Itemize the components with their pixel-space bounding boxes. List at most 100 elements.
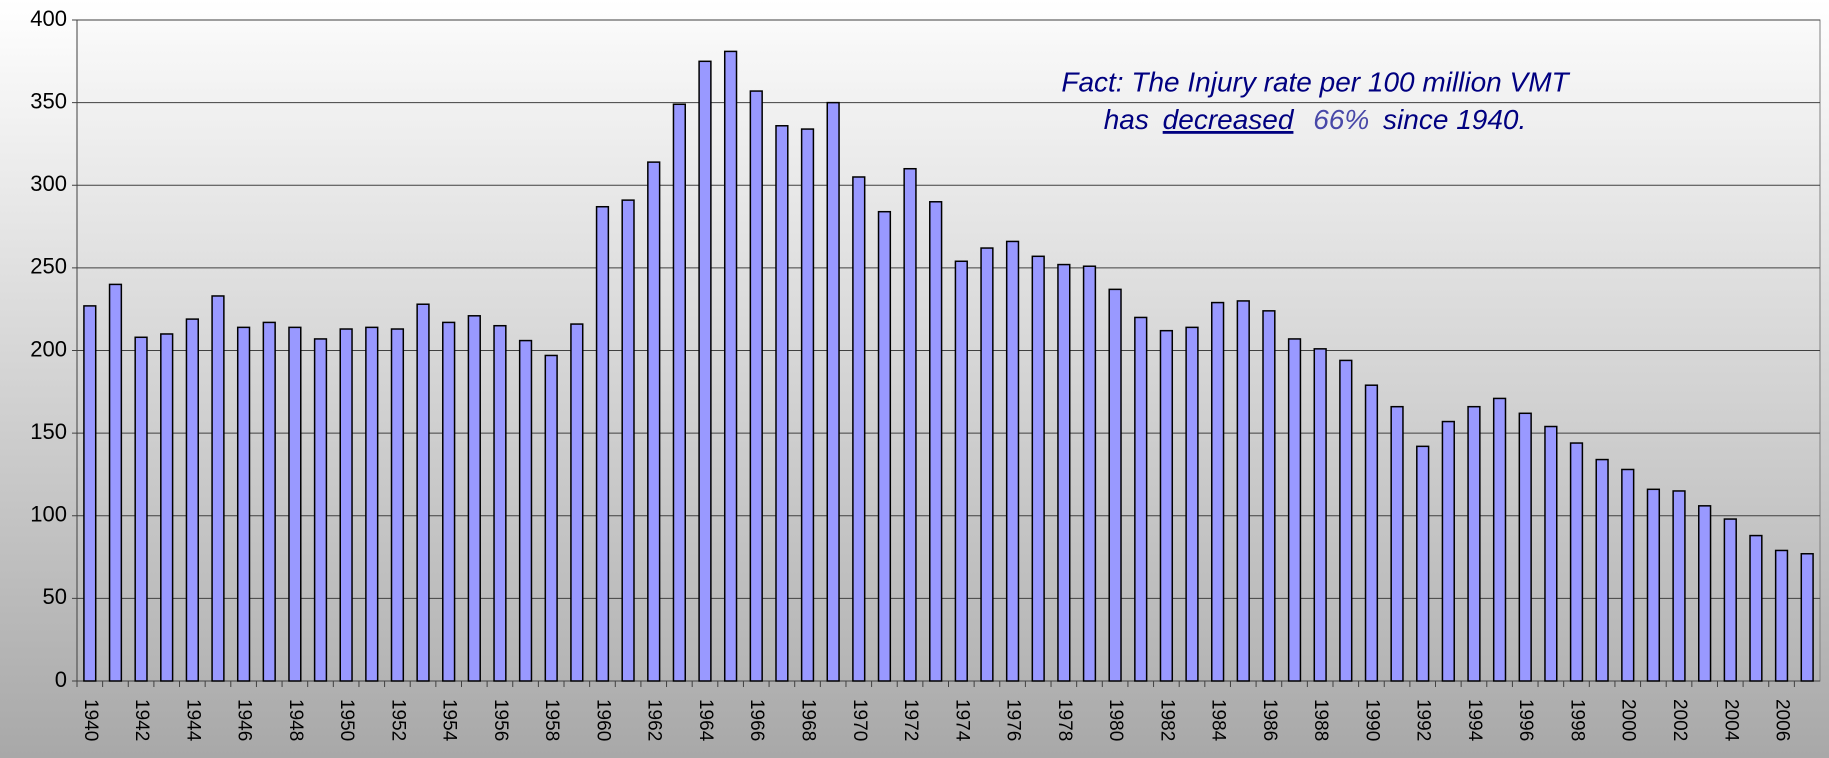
x-tick-label: 1998 — [1566, 699, 1587, 741]
bar — [980, 247, 994, 682]
x-tick-label: 2006 — [1772, 699, 1793, 741]
x-tick-label: 1946 — [234, 699, 255, 741]
x-tick-label: 2002 — [1669, 699, 1690, 741]
bar — [1057, 263, 1071, 682]
x-tick-label: 1970 — [849, 699, 870, 741]
bar — [1031, 255, 1045, 682]
x-tick-label: 1982 — [1156, 699, 1177, 741]
x-tick-label: 1978 — [1054, 699, 1075, 741]
bar — [1774, 549, 1789, 682]
x-tick-label: 1950 — [336, 699, 357, 741]
x-tick-label: 1966 — [746, 699, 767, 741]
bar — [134, 336, 148, 682]
bar — [160, 333, 174, 682]
bar — [1441, 420, 1455, 682]
bar — [1569, 442, 1584, 682]
bar — [288, 326, 302, 682]
y-tick-label: 250 — [30, 254, 67, 279]
bar — [826, 101, 840, 682]
x-tick-label: 1972 — [900, 699, 921, 741]
bar — [1544, 425, 1558, 682]
bar — [1082, 265, 1097, 682]
x-tick-label: 1964 — [695, 699, 716, 742]
bar — [1492, 397, 1507, 682]
x-tick-label: 1944 — [182, 699, 203, 742]
x-tick-label: 1986 — [1259, 699, 1280, 741]
x-tick-label: 1952 — [387, 699, 408, 741]
bar — [1262, 310, 1276, 682]
y-tick-label: 300 — [30, 171, 67, 196]
bar — [749, 90, 763, 682]
bar — [1698, 505, 1712, 682]
y-tick-label: 200 — [30, 336, 67, 361]
bar — [544, 354, 558, 682]
bar — [647, 161, 661, 682]
x-tick-label: 1996 — [1515, 699, 1536, 741]
x-tick-label: 1994 — [1464, 699, 1485, 742]
bar — [1749, 534, 1763, 682]
bar — [1390, 405, 1404, 682]
bar — [390, 328, 405, 682]
bar — [493, 324, 507, 682]
bar — [954, 260, 968, 682]
bar — [313, 338, 328, 682]
bar — [1108, 288, 1122, 682]
x-tick-label: 1962 — [644, 699, 665, 741]
bar — [621, 199, 635, 682]
annotation-line: has decreased 66% since 1940. — [1104, 104, 1527, 135]
x-tick-label: 2004 — [1720, 699, 1741, 742]
bar — [570, 323, 584, 682]
x-tick-label: 1954 — [439, 699, 460, 742]
bar — [852, 176, 866, 682]
x-tick-label: 1960 — [592, 699, 613, 741]
annotation-line: Fact: The Injury rate per 100 million VM… — [1061, 66, 1570, 97]
y-tick-label: 100 — [30, 502, 67, 527]
y-tick-label: 50 — [43, 584, 67, 609]
bar — [1518, 412, 1532, 682]
x-tick-label: 1980 — [1105, 699, 1126, 741]
x-tick-label: 1988 — [1310, 699, 1331, 741]
y-tick-label: 0 — [55, 667, 67, 692]
bar — [698, 60, 712, 682]
bar — [185, 318, 199, 682]
bar — [236, 326, 251, 682]
bar — [903, 167, 917, 682]
y-tick-label: 400 — [30, 6, 67, 31]
bar — [672, 103, 687, 682]
bar — [1210, 301, 1225, 682]
x-tick-label: 1968 — [798, 699, 819, 741]
x-tick-label: 1942 — [131, 699, 152, 741]
bar — [108, 283, 123, 682]
bar — [442, 321, 456, 682]
bar — [1236, 300, 1250, 682]
annotation-part: since 1940. — [1383, 104, 1526, 135]
bar — [723, 50, 738, 682]
bar — [1595, 458, 1609, 682]
x-tick-label: 1976 — [1003, 699, 1024, 741]
bar — [1800, 553, 1814, 682]
bar — [1467, 405, 1481, 682]
bar — [1646, 488, 1661, 682]
bar — [1364, 384, 1379, 682]
bar — [877, 210, 892, 682]
bar — [467, 315, 481, 682]
x-tick-label: 1940 — [80, 699, 101, 741]
bar — [1287, 338, 1302, 682]
bar — [339, 328, 353, 682]
bar — [1185, 326, 1199, 682]
bar — [1339, 359, 1353, 682]
x-tick-label: 1984 — [1208, 699, 1229, 742]
annotation-part: 66% — [1313, 104, 1369, 135]
bar — [1723, 518, 1737, 682]
bar — [365, 326, 379, 682]
x-tick-label: 2000 — [1618, 699, 1639, 741]
bar — [1416, 445, 1430, 682]
bar — [1134, 316, 1148, 682]
x-tick-label: 1958 — [541, 699, 562, 741]
bar — [416, 303, 430, 682]
bar — [1313, 348, 1327, 682]
bar — [775, 125, 789, 682]
x-tick-label: 1992 — [1413, 699, 1434, 741]
bar — [211, 295, 225, 682]
